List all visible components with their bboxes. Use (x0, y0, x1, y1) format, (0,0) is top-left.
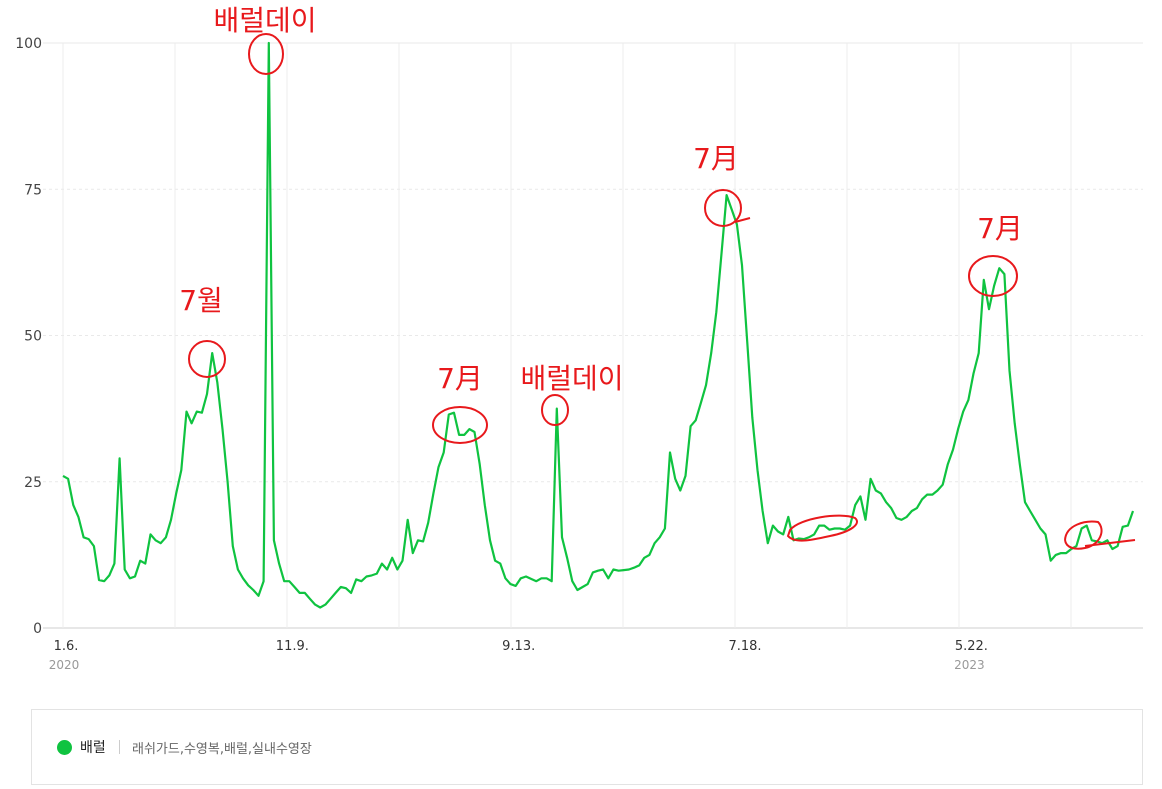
series-lines (62, 41, 1135, 609)
y-tick-label: 0 (33, 621, 42, 637)
y-tick-label: 100 (15, 36, 42, 52)
annotation-circle (541, 394, 569, 426)
handwritten-annotations: 배럴데이 7월 7月 배럴데이 7月 7月 (179, 4, 1136, 550)
annotation-loop (786, 514, 858, 542)
line-chart: 0 25 50 75 100 1.6. 2020 11.9. 9.13. 7.18. 5.22. 2… (15, 4, 1143, 672)
annotation-circle (248, 33, 284, 75)
annotation-stroke (734, 217, 751, 223)
y-axis: 0 25 50 75 100 (15, 36, 42, 637)
legend-keywords: 래쉬가드,수영복,배럴,실내수영장 (132, 742, 312, 757)
legend-series-dot (57, 740, 72, 755)
x-tick-label: 11.9. (276, 639, 309, 654)
annotation-loop (1064, 520, 1136, 550)
annotation-text: 7月 (977, 212, 1023, 245)
y-tick-label: 25 (24, 475, 42, 491)
x-year-label: 2023 (954, 658, 985, 672)
legend-series-name[interactable]: 배럴 (80, 740, 106, 756)
y-tick-label: 50 (24, 329, 42, 345)
legend-divider (119, 740, 120, 754)
legend: 배럴 래쉬가드,수영복,배럴,실내수영장 (31, 709, 1143, 785)
series-line (62, 41, 1135, 609)
annotation-circle (188, 340, 226, 378)
x-tick-label: 1.6. (54, 639, 79, 654)
x-year-label: 2020 (49, 658, 80, 672)
x-tick-label: 7.18. (728, 639, 761, 654)
annotation-text: 배럴데이 (213, 4, 316, 37)
annotation-circle (704, 189, 742, 227)
annotation-circle (968, 255, 1018, 297)
annotation-text: 7月 (437, 362, 483, 395)
x-tick-label: 5.22. (955, 639, 988, 654)
annotation-text: 7월 (179, 284, 223, 317)
x-axis: 1.6. 2020 11.9. 9.13. 7.18. 5.22. 2023 (49, 639, 988, 672)
annotation-text: 7月 (693, 142, 739, 175)
y-tick-label: 75 (24, 182, 42, 198)
x-tick-label: 9.13. (502, 639, 535, 654)
annotation-circle (432, 406, 488, 444)
chart-grid (43, 42, 1143, 629)
annotation-text: 배럴데이 (520, 362, 623, 395)
